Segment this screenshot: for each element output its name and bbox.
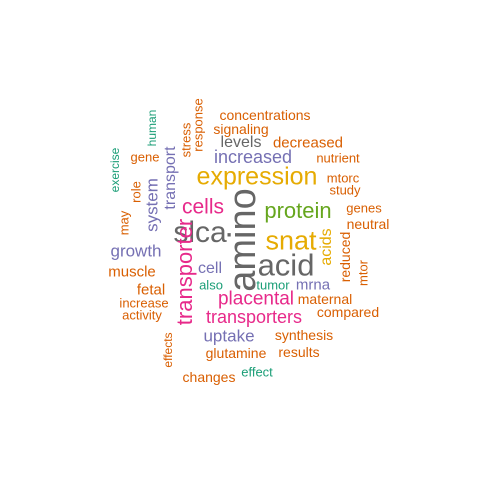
word-study: study (329, 182, 361, 198)
word-stress: stress (178, 122, 194, 158)
word-uptake: uptake (203, 326, 255, 346)
word-human: human (145, 109, 159, 147)
word-slca: slca (173, 216, 227, 249)
word-cell: cell (197, 260, 223, 277)
word-amino: amino (222, 188, 264, 292)
word-decreased: decreased (272, 134, 344, 152)
word-effect: effect (241, 364, 273, 380)
word-increased: increased (213, 147, 293, 167)
word-system: system (142, 178, 162, 232)
word-results: results (278, 344, 320, 360)
word-mrna: mrna (295, 276, 331, 294)
word-effects: effects (161, 332, 175, 368)
word-transporter: transporter (172, 218, 197, 326)
word-role: role (128, 181, 144, 203)
word-reduced: reduced (337, 231, 353, 283)
word-muscle: muscle (108, 263, 156, 281)
word-activity: activity (122, 307, 162, 323)
word-synthesis: synthesis (274, 327, 334, 343)
word-levels: levels (220, 134, 262, 151)
word-snat: snat (265, 225, 317, 256)
word-expression: expression (196, 162, 318, 191)
word-transport: transport (162, 146, 179, 210)
word-maternal: maternal (297, 291, 353, 307)
word-protein: protein (264, 198, 332, 223)
word-compared: compared (316, 304, 380, 320)
word-changes: changes (182, 369, 236, 385)
word-tumor: tumor (256, 277, 290, 293)
word-placental: placental (217, 288, 295, 310)
word-increase: increase (119, 295, 169, 311)
word-mtor: mtor (355, 260, 371, 286)
word-glutamine: glutamine (205, 345, 267, 361)
word-exercise: exercise (108, 147, 122, 193)
word-fetal: fetal (136, 281, 166, 299)
word-concentrations: concentrations (219, 107, 311, 123)
word-signaling: signaling (213, 121, 269, 137)
word-acid: acid (257, 247, 315, 283)
word-cells: cells (181, 195, 225, 219)
word-also: also (199, 277, 223, 293)
word-transporters: transporters (205, 307, 303, 327)
word-mtorc: mtorc (326, 170, 360, 186)
word-gene: gene (130, 149, 160, 165)
word-genes: genes (346, 200, 382, 216)
word-nutrient: nutrient (316, 150, 360, 166)
word-growth: growth (110, 241, 162, 261)
word-neutral: neutral (346, 216, 390, 232)
word-may: may (116, 210, 132, 236)
word-acids: acids (318, 228, 335, 266)
